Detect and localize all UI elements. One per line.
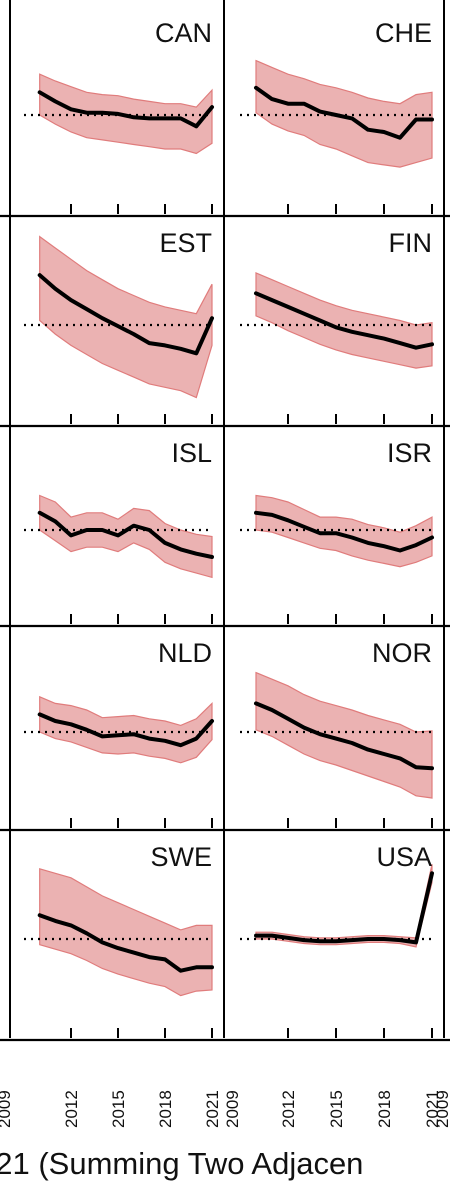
- x-tick-label-col1-2018: 2018: [156, 1090, 175, 1128]
- series-line-nor: [254, 701, 434, 771]
- x-tick-label-col2-2015: 2015: [327, 1090, 346, 1128]
- panel-label-fin: FIN: [389, 228, 433, 258]
- x-tick-label-col1-2012: 2012: [62, 1090, 81, 1128]
- panel-label-usa: USA: [376, 842, 432, 872]
- x-tick-label-col1-2015: 2015: [109, 1090, 128, 1128]
- x-tick-label-col2-2021: 2021: [423, 1090, 442, 1128]
- series-line-isr: [254, 510, 434, 553]
- confidence-band-usa: [255, 864, 433, 948]
- panel-label-nld: NLD: [158, 638, 212, 668]
- confidence-band-isl: [39, 494, 213, 579]
- x-tick-label-col2-2018: 2018: [375, 1090, 394, 1128]
- confidence-band-che: [255, 59, 433, 168]
- panel-label-isl: ISL: [171, 438, 212, 468]
- x-tick-label-edge-right: 2009: [433, 1090, 450, 1128]
- confidence-band-nld: [39, 695, 213, 764]
- x-tick-label-col2-2009: 2009: [223, 1090, 242, 1128]
- panel-label-nor: NOR: [372, 638, 432, 668]
- series-line-usa: [254, 871, 434, 945]
- panel-label-can: CAN: [155, 18, 212, 48]
- series-line-can: [37, 90, 214, 129]
- x-tick-label-col1-2021: 2021: [203, 1090, 222, 1128]
- series-line-swe: [37, 913, 214, 973]
- confidence-band-swe: [39, 868, 213, 997]
- confidence-band-nor: [255, 671, 433, 799]
- panel-label-isr: ISR: [387, 438, 432, 468]
- x-tick-label-edge-left: 2009: [0, 1090, 14, 1128]
- confidence-band-est: [39, 235, 213, 399]
- series-line-che: [254, 85, 434, 140]
- series-line-est: [37, 273, 214, 356]
- confidence-band-fin: [255, 271, 433, 369]
- figure-caption: 021 (Summing Two Adjacen: [0, 1146, 364, 1181]
- panel-label-swe: SWE: [150, 842, 212, 872]
- x-tick-label-col2-2012: 2012: [279, 1090, 298, 1128]
- panel-label-est: EST: [159, 228, 212, 258]
- series-line-isl: [37, 510, 214, 559]
- panel-label-che: CHE: [375, 18, 432, 48]
- series-line-nld: [37, 712, 214, 748]
- series-line-fin: [254, 291, 434, 350]
